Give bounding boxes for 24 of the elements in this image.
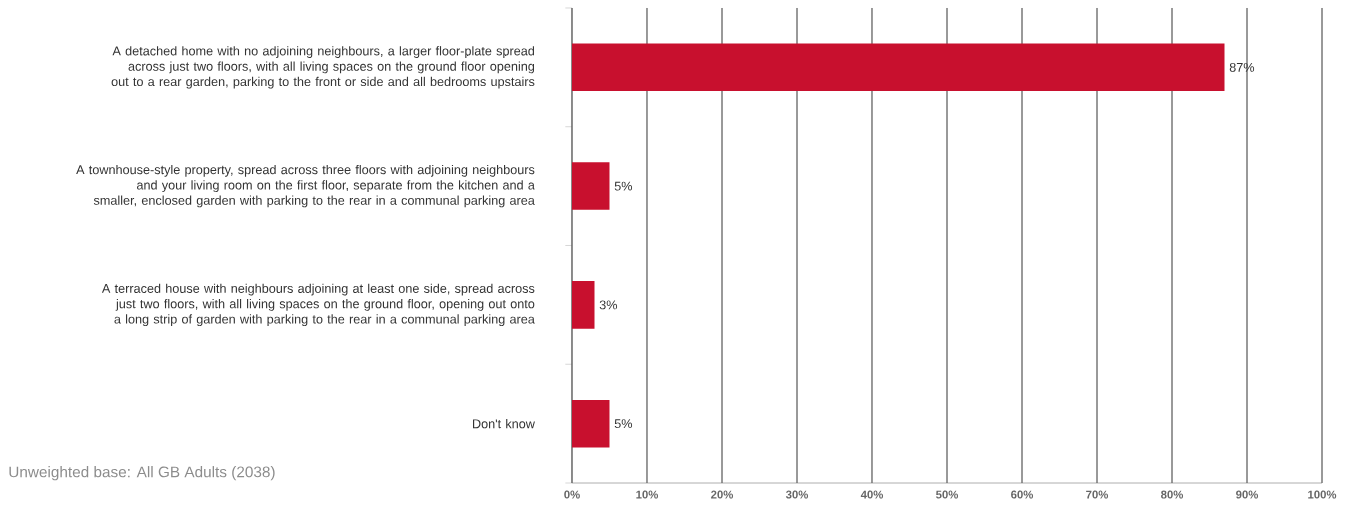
x-tick-label: 30%	[785, 490, 809, 499]
bar	[572, 281, 595, 329]
x-tick-label: 80%	[1161, 490, 1184, 499]
bar	[572, 43, 1225, 92]
x-tick-label: 10%	[636, 490, 659, 499]
x-tick-label: 100%	[1308, 490, 1337, 499]
x-tick-label: 70%	[1086, 490, 1109, 499]
bar	[572, 399, 610, 448]
y-tick-label: A terraced house with neighbours adjoining at least one side, spread across just two floors, with all living spaces on the ground floor, opening out onto a long strip of garden with parking to the rear in a communal parking area	[101, 283, 535, 327]
x-tick-label: 60%	[1011, 490, 1034, 499]
data-label: 5%	[614, 419, 633, 429]
x-tick-label: 20%	[711, 490, 734, 499]
y-tick-label: A townhouse-style property, spread across three floors with adjoining neighbours and your living room on the first floor, separate from the kitchen and a smaller, enclosed garden with parking to the rear in a communal parking area	[76, 164, 535, 208]
data-label: 87%	[1229, 62, 1255, 72]
x-tick-label: 50%	[936, 490, 959, 499]
x-tick-label: 0%	[564, 490, 580, 499]
y-tick-label: A detached home with no adjoining neighbours, a larger floor-plate spread across just two floors, with all living spaces on the ground floor opening out to a rear garden, parking to the front or side and all bedrooms upstairs	[111, 46, 535, 89]
x-tick-label: 90%	[1236, 490, 1259, 499]
y-tick-label: Don't know	[473, 418, 535, 429]
data-label: 3%	[599, 300, 618, 310]
x-tick-label: 40%	[860, 490, 884, 499]
bar	[572, 162, 610, 210]
data-label: 5%	[614, 181, 633, 191]
text: Unweighted base: All GB Adults (2038)	[9, 466, 275, 481]
